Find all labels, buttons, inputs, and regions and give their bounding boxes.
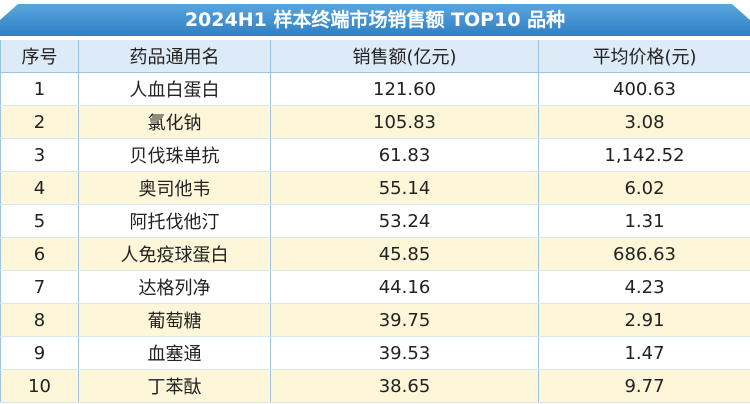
table-cell: 血塞通 (78, 336, 271, 370)
table-cell: 45.85 (270, 237, 539, 271)
table-cell: 人血白蛋白 (78, 72, 271, 106)
column-header: 平均价格(元) (538, 40, 750, 73)
table-cell: 61.83 (270, 138, 539, 172)
table-row: 6 人免疫球蛋白 45.85 686.63 (0, 237, 750, 271)
column-header: 销售额(亿元) (270, 40, 539, 73)
table-cell: 1.47 (538, 336, 750, 370)
table-cell: 400.63 (538, 72, 750, 106)
table-row: 7 达格列净 44.16 4.23 (0, 270, 750, 304)
table-cell: 686.63 (538, 237, 750, 271)
table-cell: 39.75 (270, 303, 539, 337)
table-cell: 葡萄糖 (78, 303, 271, 337)
table-cell: 55.14 (270, 171, 539, 205)
table-cell: 105.83 (270, 105, 539, 139)
table-cell: 5 (0, 204, 79, 238)
table-cell: 人免疫球蛋白 (78, 237, 271, 271)
title: 2024H1 样本终端市场销售额 TOP10 品种 (0, 4, 750, 36)
table-cell: 7 (0, 270, 79, 304)
table-cell: 1.31 (538, 204, 750, 238)
table-cell: 53.24 (270, 204, 539, 238)
table-cell: 2 (0, 105, 79, 139)
table-cell: 6 (0, 237, 79, 271)
table-row: 10 丁苯酞 38.65 9.77 (0, 369, 750, 403)
table-cell: 4.23 (538, 270, 750, 304)
table-row: 8 葡萄糖 39.75 2.91 (0, 303, 750, 337)
table-cell: 氯化钠 (78, 105, 271, 139)
table-cell: 达格列净 (78, 270, 271, 304)
table-cell: 贝伐珠单抗 (78, 138, 271, 172)
table-row: 2 氯化钠 105.83 3.08 (0, 105, 750, 139)
table-cell: 10 (0, 369, 79, 403)
table-cell: 3 (0, 138, 79, 172)
table-cell: 3.08 (538, 105, 750, 139)
table-cell: 38.65 (270, 369, 539, 403)
table-cell: 9 (0, 336, 79, 370)
table-cell: 44.16 (270, 270, 539, 304)
table-cell: 阿托伐他汀 (78, 204, 271, 238)
table-row: 9 血塞通 39.53 1.47 (0, 336, 750, 370)
table-cell: 121.60 (270, 72, 539, 106)
table-row: 5 阿托伐他汀 53.24 1.31 (0, 204, 750, 238)
table-cell: 2.91 (538, 303, 750, 337)
table-cell: 4 (0, 171, 79, 205)
header-row: 序号 药品通用名 销售额(亿元) 平均价格(元) (0, 40, 750, 73)
table-cell: 奥司他韦 (78, 171, 271, 205)
table-cell: 6.02 (538, 171, 750, 205)
table-cell: 丁苯酞 (78, 369, 271, 403)
table-cell: 39.53 (270, 336, 539, 370)
table-cell: 8 (0, 303, 79, 337)
table-row: 4 奥司他韦 55.14 6.02 (0, 171, 750, 205)
table-cell: 1,142.52 (538, 138, 750, 172)
table: 序号 药品通用名 销售额(亿元) 平均价格(元) 1 人血白蛋白 121.60 400.63… (0, 40, 750, 403)
table-cell: 9.77 (538, 369, 750, 403)
column-header: 序号 (0, 40, 79, 73)
table-row: 1 人血白蛋白 121.60 400.63 (0, 72, 750, 106)
column-header: 药品通用名 (78, 40, 271, 73)
table-row: 3 贝伐珠单抗 61.83 1,142.52 (0, 138, 750, 172)
table-cell: 1 (0, 72, 79, 106)
